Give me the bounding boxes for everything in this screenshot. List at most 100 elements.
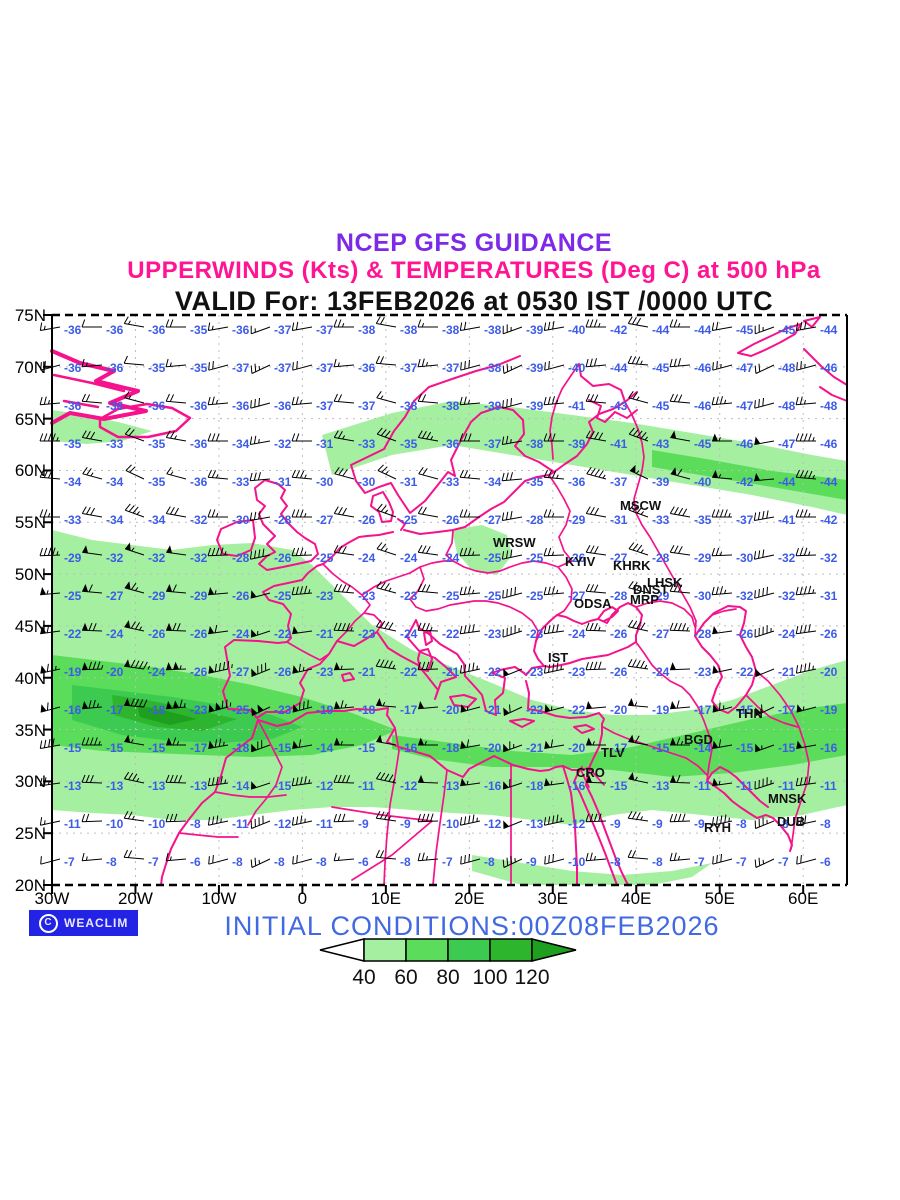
coast-mainland bbox=[222, 531, 545, 719]
barb-pennant bbox=[40, 665, 47, 674]
wind-barb bbox=[39, 547, 61, 557]
coast-turkey-south-levant-africa bbox=[160, 680, 605, 886]
temperature-value: -26 bbox=[442, 513, 460, 527]
temperature-value: -45 bbox=[736, 323, 754, 337]
barb-pennant bbox=[208, 740, 215, 749]
temperature-value: -26 bbox=[148, 627, 166, 641]
temperature-value: -37 bbox=[610, 475, 628, 489]
wind-barb bbox=[39, 469, 61, 480]
wind-barb bbox=[40, 590, 61, 596]
lat-label-45N: 45N bbox=[14, 616, 46, 636]
wind-barb bbox=[417, 319, 438, 328]
wind-barb bbox=[207, 776, 229, 787]
temperature-value: -29 bbox=[148, 589, 166, 603]
temperature-value: -11 bbox=[358, 779, 375, 793]
temperature-value: -42 bbox=[610, 323, 628, 337]
lat-label-20N: 20N bbox=[14, 876, 46, 895]
border-europe-east bbox=[409, 474, 573, 642]
temperature-value: -47 bbox=[736, 399, 754, 413]
wind-barb bbox=[250, 325, 271, 335]
wind-barb bbox=[712, 853, 733, 865]
temperature-value: -8 bbox=[190, 817, 201, 831]
temperature-value: -39 bbox=[652, 475, 670, 489]
temperature-value: -27 bbox=[232, 665, 250, 679]
barb-pennant bbox=[754, 436, 761, 445]
temperature-value: -31 bbox=[400, 475, 418, 489]
temperature-value: -19 bbox=[64, 665, 82, 679]
temperature-value: -20 bbox=[820, 665, 838, 679]
city-label-mscw: MSCW bbox=[620, 498, 662, 513]
logo-text: WEACLIM bbox=[64, 916, 129, 930]
barb-pennant bbox=[712, 470, 719, 478]
wind-barb bbox=[503, 820, 523, 829]
wind-barb bbox=[543, 586, 565, 596]
temperature-value: -19 bbox=[316, 703, 334, 717]
wind-barb bbox=[292, 700, 313, 713]
temperature-value: -13 bbox=[652, 779, 670, 793]
wind-barb bbox=[124, 391, 145, 404]
lon-label-60E: 60E bbox=[788, 889, 819, 908]
wind-barb bbox=[628, 427, 649, 442]
temperature-value: -22 bbox=[736, 665, 754, 679]
temperature-value: -13 bbox=[526, 817, 544, 831]
wind-barb bbox=[417, 781, 439, 784]
map-canvas: -36 -36 -36 -35 -36 -37 -37 -38 -38 -38 -38 -39 -40 -… bbox=[39, 313, 848, 894]
isotach-region-40 bbox=[322, 401, 847, 515]
temperature-value: -45 bbox=[652, 361, 670, 375]
wind-barb bbox=[81, 622, 103, 632]
border-europe-west bbox=[286, 560, 454, 661]
coast-greenland bbox=[50, 349, 148, 425]
wind-barb bbox=[123, 355, 145, 366]
wind-barb bbox=[375, 355, 397, 366]
isotach-region-60 bbox=[652, 450, 847, 500]
lat-label-50N: 50N bbox=[14, 565, 46, 585]
barb-pennant bbox=[712, 740, 719, 749]
temperature-value: -8 bbox=[484, 855, 495, 869]
wind-barb bbox=[82, 584, 103, 594]
lat-label-75N: 75N bbox=[14, 306, 46, 325]
wind-barb bbox=[459, 662, 481, 674]
temperature-value: -12 bbox=[568, 817, 586, 831]
temperature-value: -24 bbox=[652, 665, 670, 679]
wind-barb bbox=[291, 433, 312, 442]
wind-barb bbox=[459, 814, 481, 826]
temperature-value: -32 bbox=[274, 437, 292, 451]
temperature-value: -28 bbox=[274, 513, 292, 527]
wind-barb bbox=[754, 777, 775, 790]
temperature-value: -24 bbox=[400, 551, 418, 565]
temperature-value: -20 bbox=[484, 741, 502, 755]
temperature-value: -23 bbox=[316, 665, 334, 679]
wind-barb bbox=[81, 774, 103, 784]
wind-barb bbox=[417, 358, 439, 368]
temperature-value: -17 bbox=[400, 703, 418, 717]
temperature-value: -11 bbox=[232, 817, 249, 831]
wind-barb bbox=[124, 503, 145, 518]
lon-label-40E: 40E bbox=[621, 889, 652, 908]
temperature-value: -24 bbox=[442, 551, 460, 565]
temperature-value: -22 bbox=[442, 627, 460, 641]
temperature-value: -11 bbox=[778, 779, 795, 793]
temperature-value: -13 bbox=[442, 779, 460, 793]
wind-barb bbox=[291, 776, 313, 787]
temperature-value: -31 bbox=[316, 437, 334, 451]
temperature-value: -22 bbox=[400, 665, 418, 679]
wind-barb bbox=[165, 393, 187, 404]
temperature-value: -11 bbox=[64, 817, 81, 831]
lon-label-10E: 10E bbox=[370, 889, 401, 908]
wind-barb bbox=[250, 815, 271, 829]
temperature-value: -6 bbox=[358, 855, 369, 869]
wind-barb bbox=[250, 857, 271, 868]
wind-barb bbox=[333, 544, 355, 556]
temperature-value: -26 bbox=[358, 513, 376, 527]
temperature-value: -8 bbox=[106, 855, 117, 869]
wind-barb bbox=[165, 852, 187, 862]
wind-barb bbox=[459, 509, 480, 518]
wind-barb bbox=[417, 544, 439, 556]
wind-barb bbox=[459, 547, 481, 557]
wind-barb bbox=[375, 619, 397, 632]
wind-barb bbox=[795, 776, 817, 787]
wind-barb bbox=[291, 547, 313, 557]
barb-pennant bbox=[166, 545, 173, 554]
wind-barb bbox=[503, 741, 523, 753]
legend-tick-80: 80 bbox=[436, 966, 459, 989]
